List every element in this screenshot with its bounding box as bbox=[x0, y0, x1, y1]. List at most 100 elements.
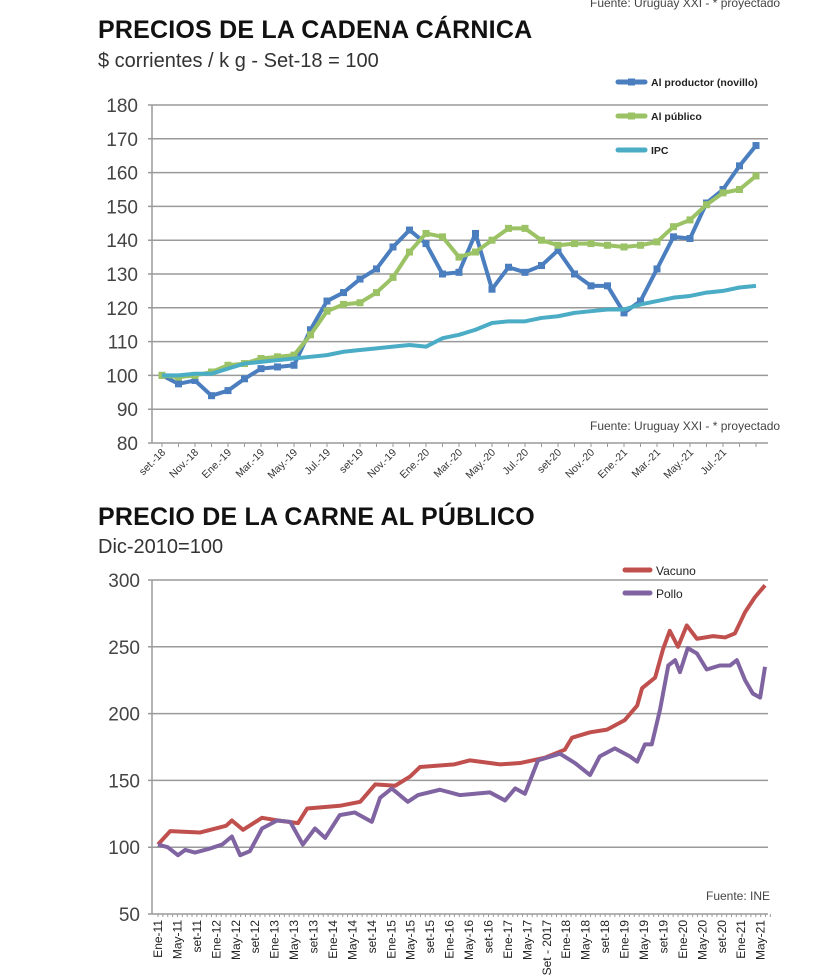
data-point bbox=[439, 270, 446, 278]
data-point bbox=[587, 240, 595, 248]
legend-marker bbox=[628, 78, 635, 86]
y-tick-label: 170 bbox=[106, 130, 138, 151]
data-point bbox=[323, 297, 331, 305]
data-point bbox=[340, 289, 347, 297]
data-point bbox=[571, 270, 578, 278]
series-line-ipc bbox=[162, 283, 757, 378]
x-tick-label: Ene-12 bbox=[209, 920, 223, 959]
x-tick-label: set.-18 bbox=[137, 447, 168, 478]
y-tick-label: 150 bbox=[106, 197, 138, 218]
legend-label: Al público bbox=[651, 111, 702, 123]
data-point bbox=[686, 216, 694, 224]
x-tick-label: Nov.-20 bbox=[563, 447, 597, 481]
x-tick-label: set-11 bbox=[190, 920, 204, 953]
x-tick-label: Nov.-19 bbox=[365, 447, 399, 481]
data-point bbox=[290, 351, 298, 359]
data-point bbox=[224, 361, 232, 369]
data-point bbox=[670, 223, 677, 231]
data-point bbox=[455, 253, 463, 261]
data-point bbox=[307, 331, 314, 339]
x-tick-label: May-14 bbox=[345, 920, 359, 960]
data-point bbox=[571, 240, 578, 248]
chart1-title: PRECIOS DE LA CADENA CÁRNICA bbox=[98, 16, 533, 44]
data-point bbox=[521, 224, 529, 232]
chart2-source: Fuente: INE bbox=[706, 889, 771, 903]
data-point bbox=[224, 387, 232, 395]
data-point bbox=[587, 282, 595, 290]
x-tick-label: Ene-21 bbox=[734, 920, 748, 959]
x-tick-label: Mar.-19 bbox=[233, 447, 267, 481]
data-point bbox=[257, 365, 265, 373]
data-point bbox=[620, 243, 628, 251]
data-point bbox=[455, 268, 463, 276]
x-tick-label: May-13 bbox=[287, 920, 301, 960]
data-point bbox=[604, 282, 611, 290]
y-tick-label: 180 bbox=[106, 96, 138, 117]
x-tick-label: Jul.-20 bbox=[500, 447, 531, 478]
data-point bbox=[653, 265, 661, 273]
legend-marker bbox=[628, 112, 635, 120]
x-tick-label: May-20 bbox=[695, 920, 709, 960]
x-tick-label: May-17 bbox=[520, 920, 534, 960]
data-point bbox=[488, 285, 496, 293]
data-point bbox=[257, 355, 265, 362]
x-tick-label: Ene-17 bbox=[501, 920, 515, 959]
data-point bbox=[241, 375, 248, 383]
y-tick-label: 300 bbox=[108, 571, 140, 592]
data-point bbox=[505, 224, 512, 232]
data-point bbox=[752, 142, 760, 150]
data-point bbox=[373, 289, 380, 297]
data-point bbox=[505, 263, 512, 271]
data-point bbox=[208, 392, 215, 400]
data-point bbox=[191, 376, 199, 384]
x-tick-label: Ene.-19 bbox=[200, 447, 235, 482]
chart2-title: PRECIO DE LA CARNE AL PÚBLICO bbox=[98, 503, 535, 531]
data-point bbox=[356, 275, 364, 283]
data-point bbox=[274, 363, 281, 371]
x-tick-label: May-18 bbox=[579, 920, 593, 960]
data-point bbox=[406, 248, 413, 256]
x-tick-label: set-13 bbox=[307, 920, 321, 954]
x-tick-label: May.-19 bbox=[265, 447, 300, 482]
x-tick-label: May-16 bbox=[462, 920, 476, 960]
data-point bbox=[637, 297, 644, 305]
x-tick-label: Nov.-18 bbox=[167, 447, 201, 481]
x-tick-label: Ene-20 bbox=[676, 920, 690, 959]
chart2-subtitle: Dic-2010=100 bbox=[98, 536, 224, 558]
y-tick-label: 200 bbox=[108, 705, 140, 726]
legend-label: Pollo bbox=[656, 587, 683, 601]
x-tick-label: set-19 bbox=[337, 447, 366, 476]
legend-label: Vacuno bbox=[656, 564, 696, 578]
x-tick-label: set-20 bbox=[535, 447, 564, 476]
x-tick-label: Ene-18 bbox=[559, 920, 573, 959]
x-tick-label: Mar.-21 bbox=[629, 447, 663, 481]
data-point bbox=[274, 353, 281, 361]
series-line-vacuno bbox=[156, 584, 767, 846]
data-point bbox=[472, 248, 479, 256]
x-tick-label: May.-20 bbox=[463, 447, 498, 482]
x-tick-label: Ene-19 bbox=[618, 920, 632, 959]
data-point bbox=[719, 189, 727, 197]
data-point bbox=[736, 186, 743, 193]
x-tick-label: set-12 bbox=[248, 920, 262, 954]
x-tick-label: May-21 bbox=[754, 920, 768, 960]
data-point bbox=[175, 380, 182, 388]
data-point bbox=[604, 241, 611, 249]
legend-label: Al productor (novillo) bbox=[651, 77, 758, 89]
data-point bbox=[538, 236, 545, 244]
series-line-pollo bbox=[157, 646, 767, 858]
top-source-note: Fuente: Uruguay XXI - * proyectado bbox=[590, 0, 781, 10]
x-tick-label: Ene-14 bbox=[326, 920, 340, 959]
x-tick-label: Mar.-20 bbox=[431, 447, 465, 481]
x-tick-label: Ene.-21 bbox=[596, 447, 631, 482]
data-point bbox=[406, 226, 413, 234]
data-point bbox=[538, 262, 545, 270]
y-tick-label: 50 bbox=[119, 905, 140, 926]
data-point bbox=[356, 299, 364, 307]
data-point bbox=[439, 233, 446, 241]
data-point bbox=[389, 243, 397, 251]
data-point bbox=[620, 309, 628, 317]
data-point bbox=[686, 235, 694, 243]
x-tick-label: May.-21 bbox=[661, 447, 696, 482]
y-tick-label: 120 bbox=[106, 299, 138, 320]
